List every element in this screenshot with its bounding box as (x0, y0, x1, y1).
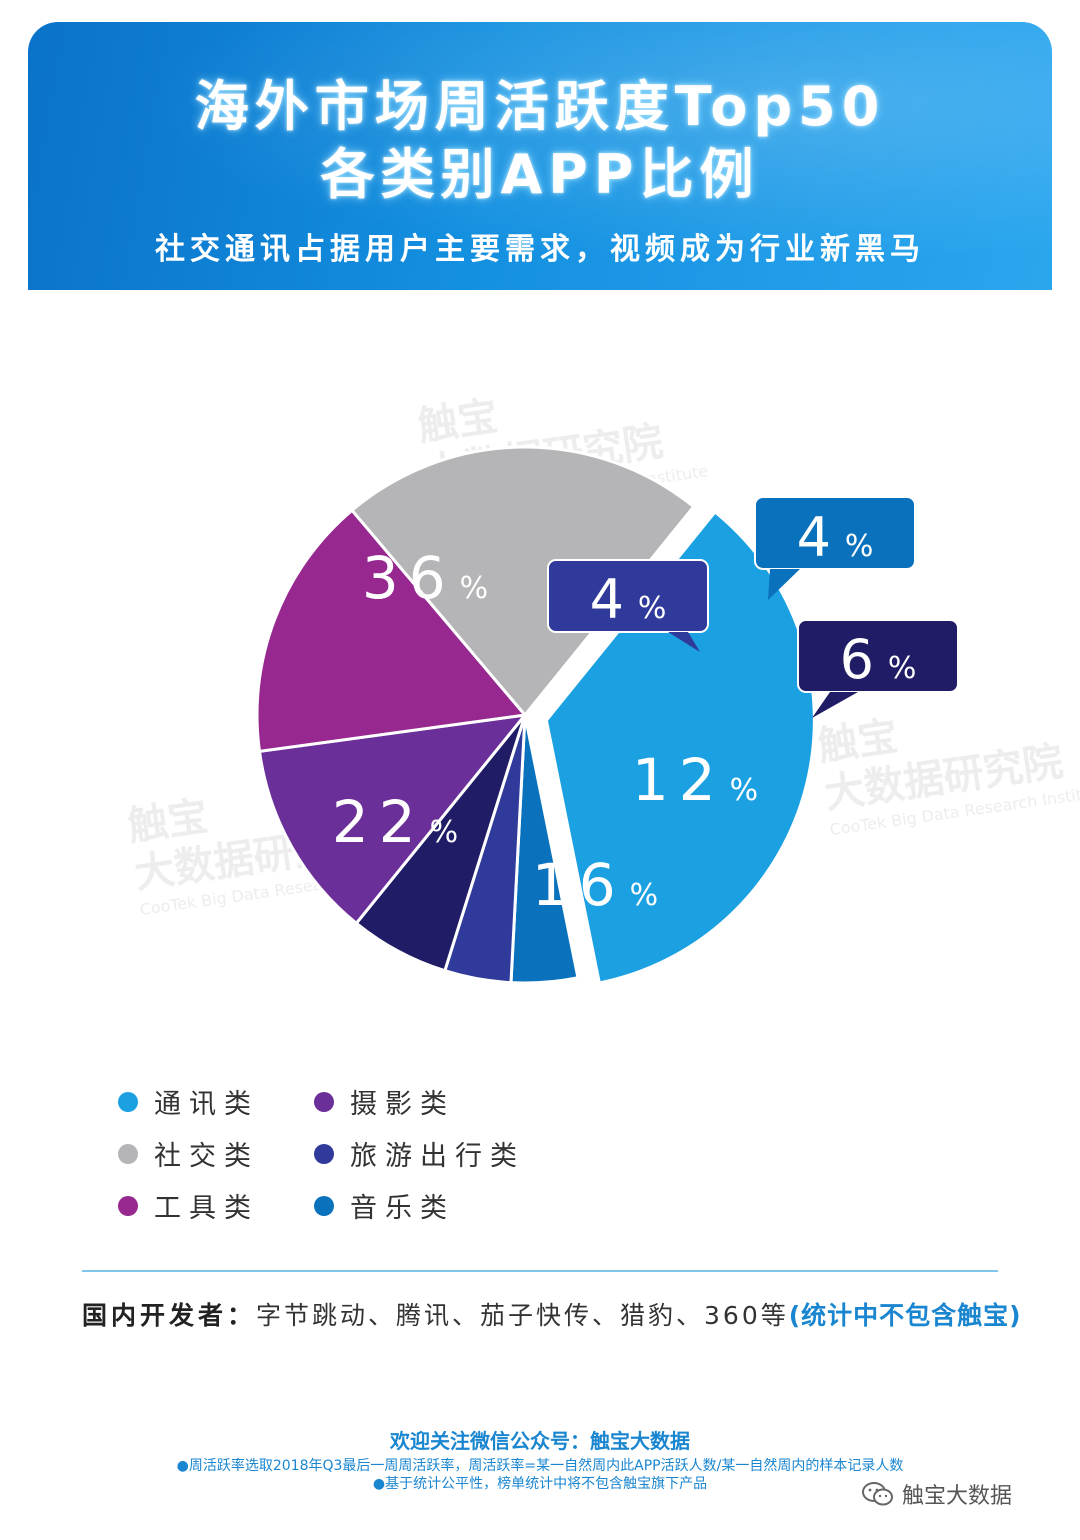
developers-line: 国内开发者：字节跳动、腾讯、茄子快传、猎豹、360等(统计中不包含触宝) (82, 1296, 1022, 1332)
developers-label: 国内开发者： (82, 1301, 257, 1330)
legend-label: 工具类 (154, 1193, 259, 1224)
pie-slice (255, 508, 528, 754)
developers-value: 字节跳动、腾讯、茄子快传、猎豹、360等 (256, 1301, 789, 1330)
callout-box: 4% (754, 496, 916, 600)
legend-dot (314, 1091, 334, 1112)
chart-legend: 通讯类 社交类 工具类 摄影类 旅游出行类 音乐类 (118, 1082, 598, 1232)
developers-note: (统计中不包含触宝) (788, 1301, 1022, 1330)
pie-callouts: 4 % 4 % 6% (547, 496, 959, 718)
legend-dot (314, 1143, 334, 1164)
watermark-name: 触宝 (125, 793, 211, 850)
brand-mark: 触宝大数据 (862, 1478, 1012, 1510)
page-subtitle: 社交通讯占据用户主要需求，视频成为行业新黑马 (155, 232, 925, 267)
legend-item: 旅游出行类 (314, 1134, 525, 1173)
legend-dot (314, 1195, 334, 1216)
legend-label: 音乐类 (350, 1193, 455, 1224)
callout-box: 6% (797, 619, 959, 718)
legend-dot (118, 1195, 138, 1216)
pie-slices (255, 445, 816, 985)
legend-item: 社交类 (118, 1134, 259, 1173)
page-title-line1: 海外市场周活跃度Top50 (194, 75, 886, 138)
callout-box: 4% (547, 559, 709, 652)
footer-note: ●周活跃率选取2018年Q3最后一周周活跃率，周活跃率=某一自然周内此APP活跃… (176, 1458, 904, 1474)
wechat-icon (862, 1482, 893, 1506)
legend-item: 音乐类 (314, 1186, 455, 1225)
legend-dot (118, 1143, 138, 1164)
legend-label: 社交类 (154, 1141, 259, 1172)
legend-label: 旅游出行类 (350, 1141, 525, 1172)
pie-slice (349, 445, 696, 718)
legend-item: 工具类 (118, 1186, 259, 1225)
divider (82, 1270, 998, 1272)
legend-item: 摄影类 (314, 1082, 455, 1121)
watermark-name: 触宝 (415, 393, 501, 450)
brand-name: 触宝大数据 (902, 1484, 1013, 1509)
legend-item: 通讯类 (118, 1082, 259, 1121)
page-title-line2: 各类别APP比例 (320, 143, 760, 206)
pie-slice (257, 712, 529, 926)
watermark-name: 触宝 (815, 713, 901, 770)
legend-label: 摄影类 (350, 1089, 455, 1120)
header-banner (28, 22, 1052, 290)
footer-note: ●基于统计公平性，榜单统计中将不包含触宝旗下产品 (372, 1476, 708, 1492)
legend-label: 通讯类 (154, 1089, 259, 1120)
legend-dot (118, 1091, 138, 1112)
footer-follow: 欢迎关注微信公众号：触宝大数据 (390, 1429, 690, 1453)
